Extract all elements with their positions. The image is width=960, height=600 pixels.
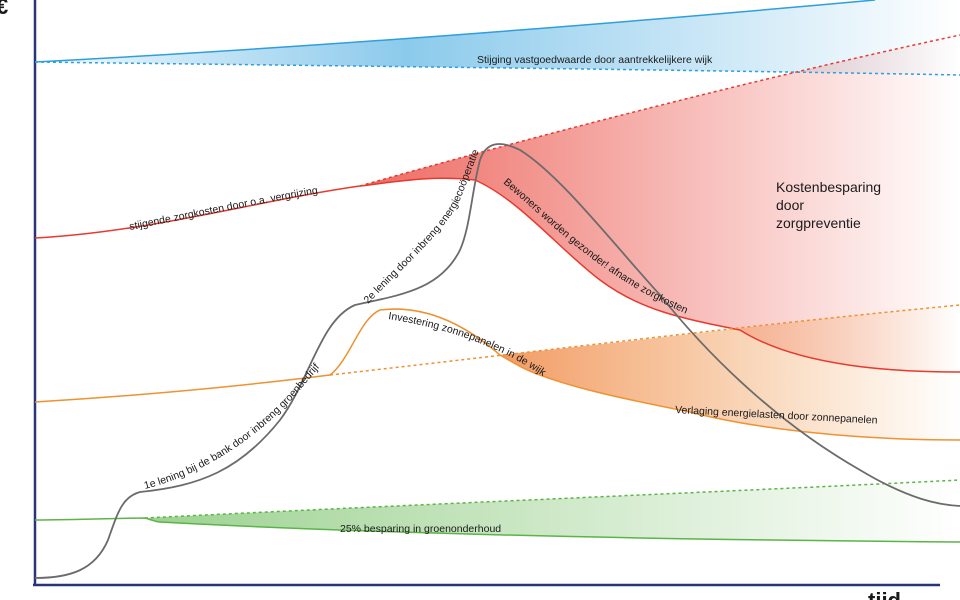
y-axis-label: € <box>0 0 8 19</box>
care-costs-curve <box>34 177 960 373</box>
property-value-label: Stijging vastgoedwaarde door aantrekkeli… <box>477 54 713 66</box>
property-value-curve <box>34 0 876 63</box>
energy-costs-rising-dashed <box>329 304 960 376</box>
x-axis-label: tijd <box>868 588 901 600</box>
care-savings-title-line2: door <box>776 197 804 213</box>
bank-loan-label: 1e lening bij de bank door inbreng groen… <box>143 361 322 492</box>
care-costs-rising-dashed <box>359 34 960 187</box>
care-costs-label: stijgende zorgkosten door o.a. vergrijzi… <box>128 184 319 232</box>
green-maintenance-curve <box>34 517 960 543</box>
care-savings-title-line1: Kostenbesparing <box>776 179 881 195</box>
care-savings-area <box>360 35 960 372</box>
green-maintenance-savings-area <box>145 480 960 542</box>
loan-financing-curve <box>34 143 960 579</box>
care-savings-title-line3: zorgpreventie <box>776 215 861 231</box>
property-value-baseline <box>34 61 960 76</box>
property-value-area <box>35 0 960 75</box>
energy-costs-curve <box>34 308 960 441</box>
green-maintenance-label: 25% besparing in groenonderhoud <box>340 523 501 535</box>
